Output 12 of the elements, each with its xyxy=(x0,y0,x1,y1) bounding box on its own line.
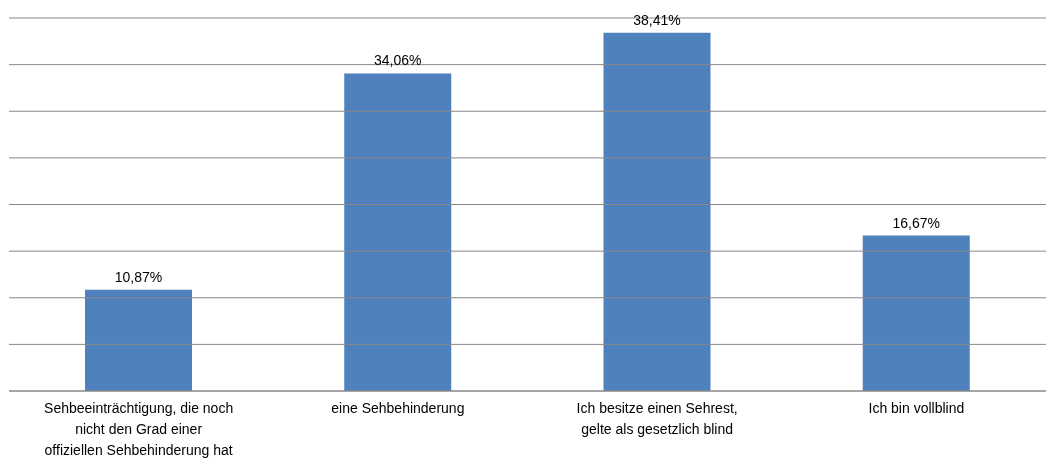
data-label: 16,67% xyxy=(892,214,940,231)
data-label: 38,41% xyxy=(633,11,681,28)
x-tick-label: Ich besitze einen Sehrest, gelte als gesetzlich blind xyxy=(576,400,738,437)
x-tick-label: eine Sehbehinderung xyxy=(331,400,465,416)
bar xyxy=(862,235,970,391)
data-label: 10,87% xyxy=(114,268,163,285)
bar xyxy=(603,32,711,391)
x-tick-label: Ich bin vollblind xyxy=(868,400,965,416)
x-tick-label: Sehbeeinträchtigung, die noch nicht den Grad einer offiziellen Sehbehinderung hat xyxy=(44,400,234,458)
bar xyxy=(344,73,452,391)
data-label: 34,06% xyxy=(374,52,422,69)
bar xyxy=(85,289,192,391)
